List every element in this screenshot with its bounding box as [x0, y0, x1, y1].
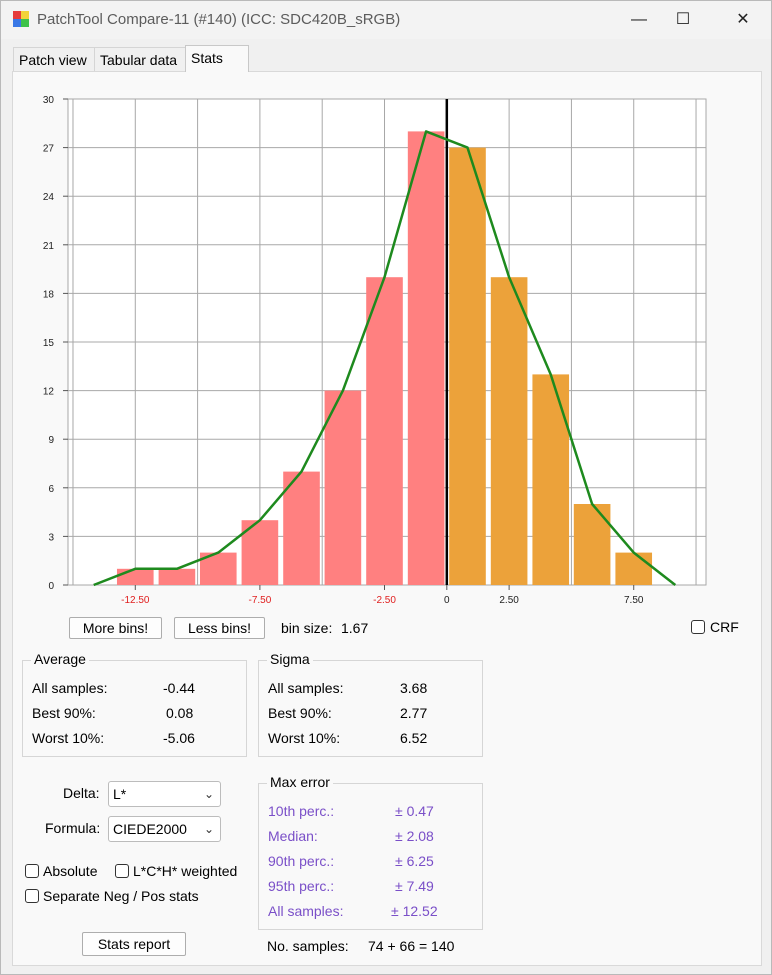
formula-select[interactable]: CIEDE2000 ⌄ [108, 816, 221, 842]
formula-select-value: CIEDE2000 [113, 821, 187, 837]
tab-patch-view[interactable]: Patch view [13, 47, 95, 71]
max-error-all-value: ± 12.52 [391, 903, 438, 919]
average-best-label: Best 90%: [32, 705, 96, 721]
histogram-bar [615, 552, 653, 585]
title-bar[interactable]: PatchTool Compare-11 (#140) (ICC: SDC420… [1, 1, 771, 39]
sigma-worst-value: 6.52 [400, 730, 428, 746]
max-error-p10-label: 10th perc.: [268, 803, 335, 819]
delta-select-value: L* [113, 786, 127, 802]
max-error-p90-label: 90th perc.: [268, 853, 335, 869]
histogram-bar [158, 568, 196, 585]
max-error-group: Max error 10th perc.: ± 0.47 Median: ± 2… [258, 774, 483, 930]
histogram-bar [407, 131, 445, 585]
chevron-down-icon: ⌄ [203, 822, 214, 836]
max-error-p95-label: 95th perc.: [268, 878, 335, 894]
tab-stats[interactable]: Stats [185, 45, 249, 72]
sigma-best-label: Best 90%: [268, 705, 332, 721]
y-tick-label: 0 [48, 581, 54, 592]
max-error-median-label: Median: [268, 828, 318, 844]
x-tick-label: -7.50 [249, 595, 272, 606]
window-title: PatchTool Compare-11 (#140) (ICC: SDC420… [37, 11, 401, 28]
x-axis-ticks: -12.50 -7.50 -2.50 0 2.50 7.50 [121, 585, 644, 606]
chevron-down-icon: ⌄ [203, 787, 214, 801]
distribution-curve [93, 130, 677, 587]
average-group: Average All samples: -0.44 Best 90%: 0.0… [22, 651, 247, 757]
histogram-bar [532, 374, 570, 585]
y-tick-label: 18 [43, 289, 55, 300]
less-bins-button[interactable]: Less bins! [174, 617, 265, 639]
lch-weighted-label: L*C*H* weighted [133, 863, 238, 879]
max-error-all-label: All samples: [268, 903, 344, 919]
max-error-p90-value: ± 6.25 [395, 853, 434, 869]
max-error-p95-value: ± 7.49 [395, 878, 434, 894]
app-icon [13, 11, 29, 27]
y-tick-label: 15 [43, 338, 55, 349]
y-tick-label: 12 [43, 387, 55, 398]
sigma-all-value: 3.68 [400, 680, 428, 696]
samples-value: 74 + 66 = 140 [368, 938, 455, 954]
sigma-title: Sigma [267, 651, 313, 667]
y-tick-label: 21 [43, 241, 55, 252]
y-tick-label: 30 [43, 95, 55, 106]
tab-tabular-data[interactable]: Tabular data [94, 47, 186, 71]
close-button[interactable]: ✕ [736, 11, 750, 28]
crf-label: CRF [710, 619, 739, 635]
bin-size-label: bin size: [281, 620, 333, 636]
max-error-title: Max error [267, 774, 333, 790]
delta-select[interactable]: L* ⌄ [108, 781, 221, 807]
y-axis-ticks: 0 3 6 9 12 15 18 21 24 27 30 [43, 95, 68, 592]
x-tick-label: -12.50 [121, 595, 150, 606]
max-error-p10-value: ± 0.47 [395, 803, 434, 819]
lch-weighted-checkbox[interactable] [115, 864, 129, 878]
histogram-bar [116, 568, 154, 585]
bin-size-value: 1.67 [341, 620, 369, 636]
sigma-best-value: 2.77 [400, 705, 428, 721]
samples-label: No. samples: [267, 938, 349, 954]
distribution-curve-line [93, 130, 677, 587]
average-worst-value: -5.06 [163, 730, 195, 746]
absolute-checkbox[interactable] [25, 864, 39, 878]
histogram-bar [366, 277, 403, 585]
crf-checkbox[interactable] [691, 620, 705, 634]
histogram-bar [573, 504, 611, 585]
histogram-bar [490, 277, 528, 585]
sigma-group: Sigma All samples: 3.68 Best 90%: 2.77 W… [258, 651, 483, 757]
absolute-label: Absolute [43, 863, 98, 879]
average-best-value: 0.08 [166, 705, 194, 721]
y-tick-label: 3 [48, 532, 54, 543]
y-tick-label: 6 [48, 484, 54, 495]
y-tick-label: 9 [48, 435, 54, 446]
max-error-median-value: ± 2.08 [395, 828, 434, 844]
separate-stats-checkbox[interactable] [25, 889, 39, 903]
more-bins-button[interactable]: More bins! [69, 617, 162, 639]
y-tick-label: 27 [43, 144, 55, 155]
average-worst-label: Worst 10%: [32, 730, 105, 746]
separate-stats-label: Separate Neg / Pos stats [43, 888, 199, 904]
minimize-button[interactable]: — [631, 11, 647, 28]
average-title: Average [31, 651, 89, 667]
average-all-value: -0.44 [163, 680, 195, 696]
x-tick-label: 2.50 [499, 595, 519, 606]
x-tick-label: -2.50 [373, 595, 396, 606]
formula-label: Formula: [45, 820, 101, 836]
sigma-all-label: All samples: [268, 680, 344, 696]
histogram-bar [324, 390, 362, 585]
histogram-chart: 0 3 6 9 12 15 18 21 24 27 30 -12.50 -7.50 -2.50 0 2.50… [43, 95, 707, 606]
histogram-bar [449, 147, 486, 585]
delta-label: Delta: [63, 785, 100, 801]
histogram-bar [283, 471, 320, 585]
stats-report-button[interactable]: Stats report [82, 932, 186, 956]
stats-panel: 0 3 6 9 12 15 18 21 24 27 30 -12.50 -7.50 -2.50 0 2.50… [12, 71, 762, 966]
x-tick-label: 0 [444, 595, 450, 606]
maximize-button[interactable]: ☐ [675, 11, 691, 28]
sigma-worst-label: Worst 10%: [268, 730, 341, 746]
y-tick-label: 24 [43, 192, 55, 203]
x-tick-label: 7.50 [624, 595, 644, 606]
average-all-label: All samples: [32, 680, 108, 696]
